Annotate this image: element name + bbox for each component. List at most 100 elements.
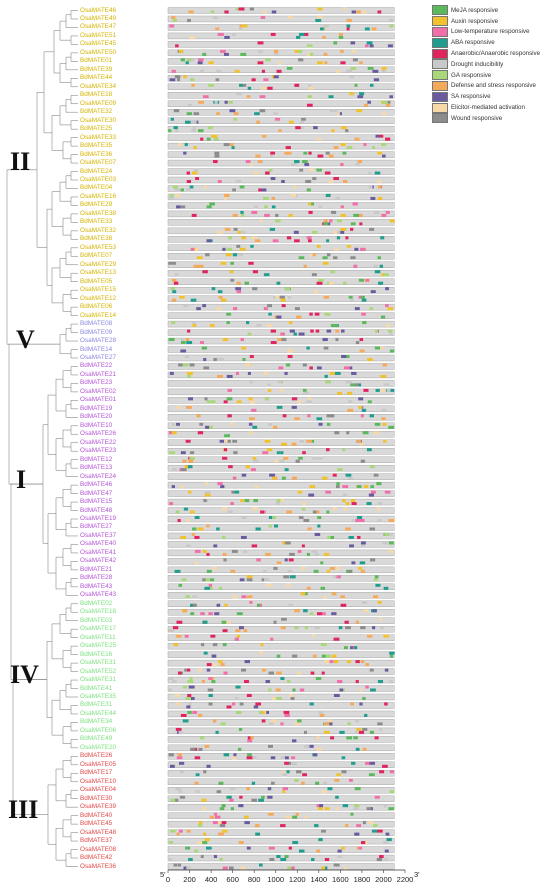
cis-element (381, 417, 386, 421)
cis-element (253, 705, 259, 709)
cis-element (276, 69, 282, 73)
cis-element (213, 357, 219, 361)
axis-start-label: 5' (160, 870, 166, 879)
cis-element (191, 171, 198, 175)
cis-element (357, 535, 361, 539)
cis-element (210, 400, 216, 404)
cis-element (335, 69, 341, 73)
cis-element (375, 583, 381, 587)
cis-element (190, 696, 195, 700)
cis-element (251, 544, 258, 548)
cis-element (341, 354, 347, 358)
cis-element (285, 146, 291, 150)
cis-element (253, 499, 259, 503)
cis-element (368, 171, 372, 175)
gene-label: OsaMATE16 (80, 192, 117, 200)
cis-element (364, 44, 369, 48)
cis-element (204, 397, 208, 401)
cis-element (222, 338, 229, 342)
cis-element (255, 154, 261, 158)
x-axis-tick-label: 2000 (375, 875, 392, 884)
cis-element (308, 86, 314, 90)
cis-element (294, 778, 299, 782)
cis-element (275, 213, 279, 217)
cis-element (252, 756, 257, 760)
cis-element (213, 137, 219, 141)
cis-element (309, 612, 314, 616)
cis-element (177, 143, 183, 147)
cis-element (280, 626, 286, 630)
cis-element (214, 612, 220, 616)
cis-element (296, 770, 302, 774)
cis-element (186, 705, 191, 709)
cis-element (362, 431, 369, 435)
cis-element (243, 629, 248, 633)
cis-element (366, 448, 372, 452)
cis-element (260, 86, 267, 90)
cis-element (189, 35, 196, 39)
cis-element (377, 256, 381, 260)
cis-element (219, 824, 226, 828)
cis-element (345, 236, 349, 240)
cis-element (323, 722, 330, 726)
cis-element (335, 485, 340, 489)
gene-label: OsaMATE22 (80, 438, 117, 446)
cis-element (175, 129, 179, 133)
cis-element (384, 858, 388, 862)
promoter-track (167, 422, 395, 429)
cis-element (273, 566, 278, 570)
cis-element (180, 205, 186, 209)
cis-element (299, 688, 305, 692)
cis-element (374, 795, 380, 799)
cis-element (316, 804, 321, 808)
cis-element (185, 595, 191, 599)
cis-element (301, 117, 306, 121)
cis-element (335, 566, 341, 570)
cis-element (218, 586, 223, 590)
cis-element (316, 366, 322, 370)
cis-element (348, 535, 354, 539)
gene-label: BdMATE38 (80, 235, 113, 243)
cis-element (198, 747, 203, 751)
cis-element (314, 312, 320, 316)
gene-label: BdMATE37 (80, 837, 113, 845)
cis-element (241, 668, 247, 672)
cis-element (202, 549, 207, 553)
cis-element (355, 163, 360, 167)
cis-element (292, 815, 298, 819)
cis-element (276, 855, 281, 859)
cis-element (176, 756, 183, 760)
cis-element (190, 603, 195, 607)
cis-element (233, 451, 238, 455)
cis-element (186, 171, 191, 175)
cis-element (201, 807, 207, 811)
cis-element (388, 807, 394, 811)
cis-element (254, 824, 260, 828)
cis-element (177, 863, 182, 867)
cis-element (206, 400, 213, 404)
promoter-track (167, 566, 395, 574)
cis-element (340, 126, 347, 130)
promoter-track (167, 863, 395, 870)
cis-element (372, 609, 377, 613)
cis-element (362, 821, 366, 825)
cis-element (175, 634, 182, 638)
gene-label: OsaMATE51 (80, 31, 117, 39)
cis-element (347, 391, 353, 395)
cis-element (340, 49, 344, 53)
cis-element (307, 414, 311, 418)
cis-element (342, 151, 347, 155)
cis-element (334, 371, 341, 375)
cis-element (388, 425, 395, 429)
cis-element (234, 69, 240, 73)
cis-element (362, 747, 367, 751)
cis-element (197, 431, 204, 435)
cis-element (326, 253, 331, 257)
cis-element (369, 668, 374, 672)
cis-element (355, 680, 359, 684)
promoter-track (167, 761, 395, 768)
cis-element (263, 710, 270, 714)
cis-element (317, 524, 321, 528)
cis-element (180, 451, 186, 455)
cis-element (370, 688, 376, 692)
